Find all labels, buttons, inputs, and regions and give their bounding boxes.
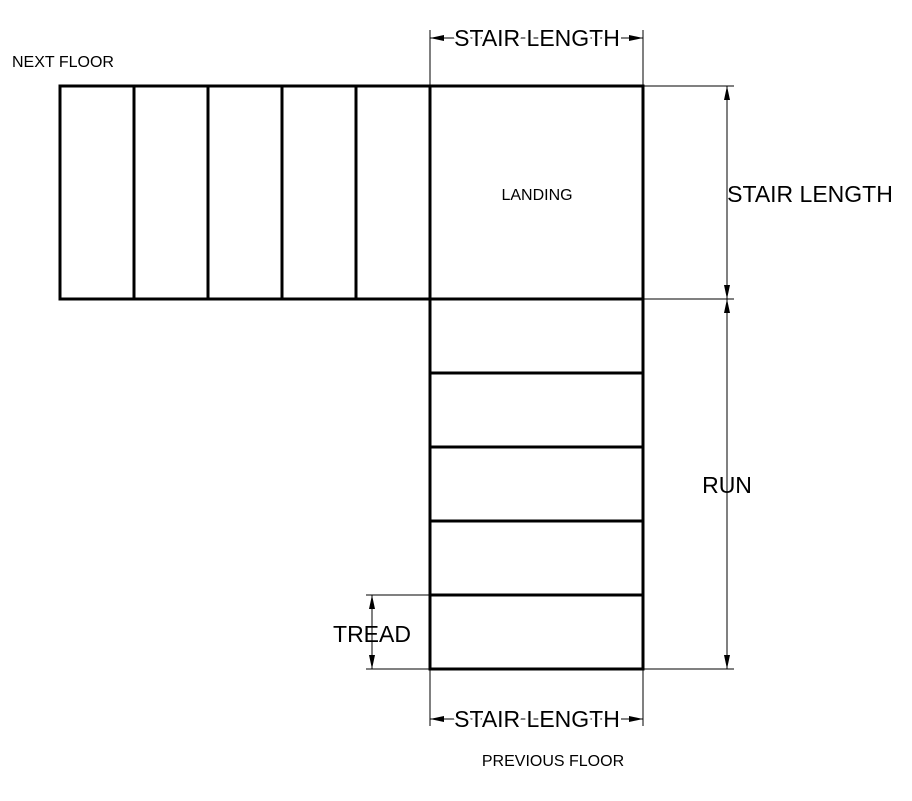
landing-label: LANDING	[501, 187, 572, 204]
run-dimension	[643, 299, 734, 670]
upper-flight-outline	[58, 84, 432, 301]
arrowhead	[724, 655, 730, 669]
lower-flight	[428, 297, 645, 671]
top-stair-length-dimension	[429, 30, 644, 86]
tread-label: TREAD	[333, 621, 411, 647]
stair-length-right-label: STAIR LENGTH	[727, 181, 893, 207]
arrowhead	[430, 716, 444, 722]
right-stair-length-dimension	[643, 85, 734, 300]
arrowhead	[430, 35, 444, 41]
tread-dimension	[366, 594, 430, 670]
bottom-stair-length-dimension	[429, 669, 644, 726]
arrowhead	[629, 35, 643, 41]
upper-flight	[58, 84, 432, 301]
arrowhead	[629, 716, 643, 722]
run-label: RUN	[702, 472, 752, 498]
lower-flight-outline	[428, 297, 645, 671]
arrowhead	[724, 299, 730, 313]
arrowhead	[724, 285, 730, 299]
arrowhead	[369, 655, 375, 669]
next-floor-label: NEXT FLOOR	[12, 54, 114, 71]
arrowhead	[369, 595, 375, 609]
stair-length-top-label: STAIR LENGTH	[454, 25, 620, 51]
arrowhead	[724, 86, 730, 100]
previous-floor-label: PREVIOUS FLOOR	[482, 753, 624, 770]
stair-length-bottom-label: STAIR LENGTH	[454, 706, 620, 732]
